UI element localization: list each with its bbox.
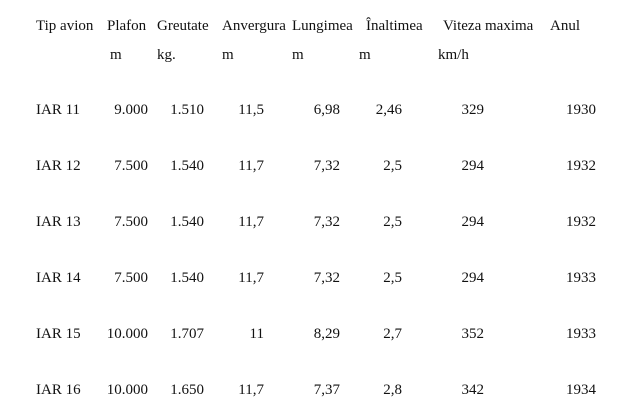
cell-tip-avion: IAR 13 [36,214,81,230]
header-tip-avion: Tip avion [36,18,94,34]
header-anul: Anul [550,18,580,34]
cell-anul: 1930 [566,102,596,118]
cell-plafon: 9.000 [114,102,148,118]
cell-anul: 1934 [566,382,596,398]
cell-plafon: 10.000 [106,382,148,398]
cell-anvergura: 11,7 [238,270,264,286]
cell-inaltimea: 2,5 [383,158,402,174]
header-greutate: Greutate [157,18,209,34]
cell-anvergura: 11 [249,326,264,342]
header-viteza-maxima: Viteza maxima [443,18,534,34]
cell-inaltimea: 2,46 [375,102,402,118]
cell-lungimea: 8,29 [313,326,340,342]
cell-greutate: 1.540 [170,158,204,174]
cell-plafon: 10.000 [106,326,148,342]
cell-lungimea: 7,32 [313,270,340,286]
cell-anvergura: 11,5 [238,102,264,118]
cell-plafon: 7.500 [114,270,148,286]
cell-inaltimea: 2,5 [383,214,402,230]
cell-lungimea: 7,32 [313,214,340,230]
cell-inaltimea: 2,5 [383,270,402,286]
cell-greutate: 1.650 [170,382,204,398]
unit-greutate: kg. [157,47,176,63]
cell-viteza-maxima: 352 [461,326,485,342]
cell-lungimea: 7,37 [313,382,340,398]
cell-inaltimea: 2,7 [383,326,402,342]
cell-lungimea: 7,32 [313,158,340,174]
cell-plafon: 7.500 [114,158,148,174]
unit-viteza-maxima: km/h [438,47,469,63]
cell-viteza-maxima: 342 [461,382,485,398]
header-plafon: Plafon [107,18,147,34]
cell-anvergura: 11,7 [238,382,264,398]
unit-anvergura: m [222,47,234,63]
unit-lungimea: m [292,47,304,63]
cell-greutate: 1.540 [170,270,204,286]
unit-plafon: m [110,47,122,63]
cell-anvergura: 11,7 [238,214,264,230]
cell-tip-avion: IAR 11 [36,102,81,118]
cell-plafon: 7.500 [114,214,148,230]
cell-anvergura: 11,7 [238,158,264,174]
cell-tip-avion: IAR 15 [36,326,81,342]
cell-tip-avion: IAR 16 [36,382,81,398]
cell-tip-avion: IAR 12 [36,158,81,174]
cell-anul: 1932 [566,214,596,230]
cell-inaltimea: 2,8 [383,382,402,398]
cell-viteza-maxima: 294 [461,214,485,230]
cell-anul: 1933 [566,326,596,342]
cell-viteza-maxima: 329 [461,102,485,118]
cell-viteza-maxima: 294 [461,270,485,286]
cell-greutate: 1.540 [170,214,204,230]
header-anvergura: Anvergura [222,18,286,34]
cell-anul: 1932 [566,158,596,174]
unit-inaltimea: m [359,47,371,63]
header-lungimea: Lungimea [292,18,353,34]
cell-greutate: 1.510 [170,102,204,118]
cell-greutate: 1.707 [170,326,204,342]
cell-tip-avion: IAR 14 [36,270,81,286]
cell-viteza-maxima: 294 [461,158,485,174]
cell-anul: 1933 [566,270,596,286]
cell-lungimea: 6,98 [313,102,340,118]
header-inaltimea: Înaltimea [366,18,423,34]
